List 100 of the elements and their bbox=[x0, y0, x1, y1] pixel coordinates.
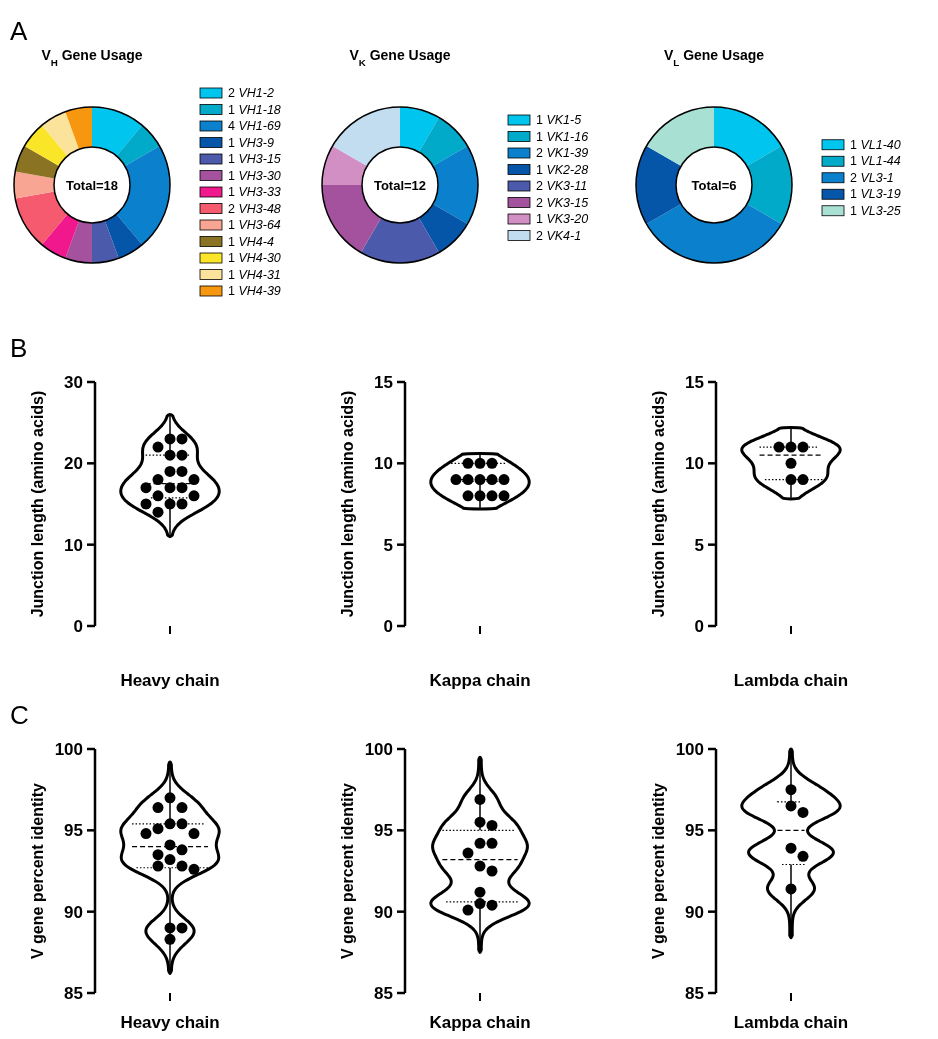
donut-slice bbox=[41, 111, 79, 156]
donut-slice bbox=[65, 107, 92, 150]
text: B bbox=[10, 333, 28, 363]
y-tick-label: 10 bbox=[374, 454, 393, 474]
point bbox=[785, 784, 797, 796]
legend-label: 1 VK1-16 bbox=[536, 129, 589, 144]
y-tick-label: 10 bbox=[685, 454, 704, 474]
point bbox=[785, 800, 797, 812]
y-tick-label: 95 bbox=[685, 821, 704, 841]
legend-label: 2 VH3-48 bbox=[228, 201, 281, 216]
legend-label: 1 VH3-30 bbox=[228, 168, 281, 183]
y-tick-label: 100 bbox=[364, 740, 393, 759]
legend-label: 1 VH4-31 bbox=[228, 267, 281, 282]
donut-slice bbox=[15, 191, 68, 245]
chart-title: V$_{K}$ Gene Usage bbox=[349, 47, 451, 68]
text: Total=12 bbox=[373, 178, 427, 193]
text: A bbox=[10, 16, 28, 46]
y-tick-label: 95 bbox=[374, 821, 393, 841]
legend-label: 1 VH3-9 bbox=[228, 135, 274, 150]
donut-slice bbox=[14, 171, 55, 199]
y-tick-label: 85 bbox=[685, 984, 704, 1003]
text: Total=18 bbox=[65, 178, 119, 193]
y-tick-label: 15 bbox=[374, 373, 393, 392]
legend-label: 4 VH1-69 bbox=[228, 119, 281, 133]
donut-slice bbox=[419, 204, 468, 253]
legend-label: 1 VL1-40 bbox=[850, 137, 901, 152]
text: Total=6 bbox=[691, 178, 737, 193]
donut-slice bbox=[714, 107, 782, 166]
legend-label: 1 VL3-19 bbox=[850, 187, 901, 202]
donut-slice bbox=[92, 107, 143, 156]
x-tick-label: Heavy chain bbox=[120, 1013, 220, 1032]
text: C bbox=[10, 700, 29, 730]
donut-slice bbox=[400, 107, 439, 153]
x-tick-label: Lambda chain bbox=[733, 671, 849, 690]
legend-label: 2 VL3-1 bbox=[850, 170, 894, 185]
point bbox=[785, 842, 797, 854]
legend-label: 2 VK4-1 bbox=[536, 228, 582, 243]
y-axis-title: Junction length (amino acids) bbox=[29, 390, 46, 618]
y-tick-label: 90 bbox=[685, 902, 704, 922]
x-tick-label: Lambda chain bbox=[733, 1013, 849, 1032]
legend-label: 1 VH3-33 bbox=[228, 185, 281, 199]
legend-label: 1 VH4-39 bbox=[228, 284, 281, 298]
donut-slice bbox=[332, 107, 400, 166]
legend-label: 1 VH4-30 bbox=[228, 251, 281, 265]
legend-label: 1 VH3-15 bbox=[228, 152, 281, 166]
y-tick-label: 15 bbox=[685, 373, 704, 392]
y-tick-label: 0 bbox=[694, 617, 704, 636]
donut-slice bbox=[646, 107, 714, 166]
legend-label: 2 VK3-15 bbox=[536, 195, 589, 210]
y-tick-label: 95 bbox=[64, 821, 83, 841]
y-tick-label: 90 bbox=[64, 902, 83, 922]
donut-slice bbox=[646, 204, 782, 263]
donut-slice bbox=[41, 214, 79, 259]
donut-slice bbox=[15, 146, 60, 179]
y-tick-label: 100 bbox=[675, 740, 704, 759]
legend-label: 1 VK2-28 bbox=[536, 162, 589, 177]
legend-label: 2 VH1-2 bbox=[228, 86, 274, 100]
y-axis-title: Junction length (amino acids) bbox=[650, 390, 667, 618]
legend-label: 1 VL1-44 bbox=[850, 154, 901, 169]
legend-label: 1 VH1-18 bbox=[228, 102, 281, 117]
y-tick-label: 90 bbox=[374, 902, 393, 922]
donut-slice bbox=[92, 220, 119, 263]
legend-label: 2 VK3-11 bbox=[536, 179, 588, 193]
donut-slice bbox=[65, 220, 92, 263]
y-tick-label: 5 bbox=[383, 535, 393, 555]
donut-slice bbox=[116, 146, 170, 245]
legend-label: 1 VK1-5 bbox=[536, 113, 582, 127]
y-tick-label: 5 bbox=[694, 535, 704, 555]
donut-slice bbox=[105, 214, 143, 259]
x-tick-label: Kappa chain bbox=[429, 671, 531, 690]
point bbox=[785, 883, 797, 895]
donut-slice bbox=[432, 146, 478, 224]
y-axis-title: V gene percent identity bbox=[650, 782, 667, 960]
y-tick-label: 0 bbox=[383, 617, 393, 636]
x-tick-label: Heavy chain bbox=[120, 671, 220, 690]
y-tick-label: 100 bbox=[54, 740, 83, 759]
donut-slice bbox=[746, 146, 792, 224]
chart-title: V$_{H}$ Gene Usage bbox=[41, 47, 143, 68]
y-axis-title: Junction length (amino acids) bbox=[339, 390, 356, 618]
donut-slice bbox=[322, 146, 368, 185]
legend-label: 1 VH4-4 bbox=[228, 234, 274, 249]
y-tick-label: 10 bbox=[64, 535, 83, 555]
donut-slice bbox=[419, 117, 468, 166]
donut-slice bbox=[636, 146, 682, 224]
legend-label: 2 VK1-39 bbox=[536, 146, 589, 160]
y-tick-label: 85 bbox=[64, 984, 83, 1003]
y-tick-label: 0 bbox=[73, 617, 83, 636]
donut-slice bbox=[361, 217, 439, 263]
legend-label: 1 VL3-25 bbox=[850, 203, 901, 218]
y-axis-title: V gene percent identity bbox=[339, 782, 356, 960]
legend-label: 1 VK3-20 bbox=[536, 212, 589, 226]
y-tick-label: 30 bbox=[64, 373, 83, 392]
y-tick-label: 20 bbox=[64, 454, 83, 474]
donut-slice bbox=[116, 125, 160, 166]
chart-title: V$_{L}$ Gene Usage bbox=[663, 47, 765, 68]
donut-slice bbox=[24, 125, 68, 166]
x-tick-label: Kappa chain bbox=[429, 1013, 531, 1032]
legend-label: 1 VH3-64 bbox=[228, 218, 281, 232]
y-axis-title: V gene percent identity bbox=[29, 782, 46, 960]
y-tick-label: 85 bbox=[374, 984, 393, 1003]
